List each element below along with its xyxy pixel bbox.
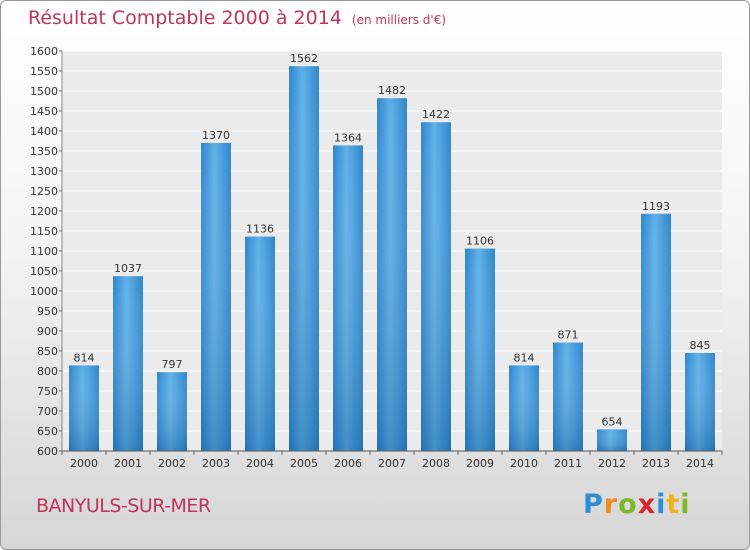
y-tick-label: 600 <box>37 445 58 458</box>
bar-value-label: 1370 <box>202 129 230 142</box>
bar-shade <box>641 213 671 451</box>
x-tick-label: 2005 <box>290 457 318 470</box>
proxiti-logo[interactable]: Proxiti <box>583 489 691 520</box>
bar-value-label: 1422 <box>422 108 450 121</box>
bars: 814 1037 797 1370 1136 1562 1364 1482 1422 1106 81… <box>69 52 715 451</box>
bar-value-label: 1193 <box>642 200 670 213</box>
bar-group: 1106 <box>465 235 495 451</box>
y-tick-label: 1600 <box>30 45 58 58</box>
y-tick-label: 950 <box>37 305 58 318</box>
bar-group: 1136 <box>245 223 275 451</box>
y-tick-label: 1250 <box>30 185 58 198</box>
x-tick-label: 2001 <box>114 457 142 470</box>
x-tick-label: 2000 <box>70 457 98 470</box>
logo-letter: x <box>637 489 657 520</box>
bar-shade <box>597 429 627 451</box>
y-tick-label: 650 <box>37 425 58 438</box>
y-tick-label: 1100 <box>30 245 58 258</box>
y-tick-label: 1150 <box>30 225 58 238</box>
x-tick-label: 2003 <box>202 457 230 470</box>
chart-title: Résultat Comptable 2000 à 2014 (en millie… <box>28 7 446 29</box>
x-tick-label: 2006 <box>334 457 362 470</box>
y-tick-label: 1200 <box>30 205 58 218</box>
y-tick-label: 1350 <box>30 145 58 158</box>
x-tick-label: 2008 <box>422 457 450 470</box>
y-tick-label: 1450 <box>30 105 58 118</box>
bar-group: 1482 <box>377 84 407 451</box>
x-tick-label: 2013 <box>642 457 670 470</box>
logo-letter: r <box>603 489 619 520</box>
y-tick-label: 1000 <box>30 285 58 298</box>
bar-shade <box>113 276 143 451</box>
bar-shade <box>685 353 715 451</box>
y-tick-label: 850 <box>37 345 58 358</box>
y-tick-label: 1050 <box>30 265 58 278</box>
x-tick-label: 2007 <box>378 457 406 470</box>
x-tick-label: 2011 <box>554 457 582 470</box>
bar-value-label: 1562 <box>290 52 318 65</box>
bar-value-label: 1106 <box>466 235 494 248</box>
bar-shade <box>421 122 451 451</box>
y-tick-label: 1550 <box>30 65 58 78</box>
bar-group: 814 <box>509 351 539 451</box>
y-tick-label: 750 <box>37 385 58 398</box>
logo-letter: P <box>583 489 604 520</box>
y-tick-label: 700 <box>37 405 58 418</box>
x-tick-label: 2014 <box>686 457 714 470</box>
bar-group: 1193 <box>641 200 671 451</box>
bar-shade <box>509 365 539 451</box>
x-tick-label: 2004 <box>246 457 274 470</box>
y-tick-label: 900 <box>37 325 58 338</box>
chart-subtitle: (en milliers d'€) <box>351 13 447 27</box>
bar-value-label: 1364 <box>334 131 362 144</box>
y-tick-label: 1400 <box>30 125 58 138</box>
bar-shade <box>157 372 187 451</box>
y-tick-label: 1300 <box>30 165 58 178</box>
bar-group: 1562 <box>289 52 319 451</box>
bar-shade <box>289 66 319 451</box>
logo-letter: o <box>618 489 638 520</box>
bar-group: 1037 <box>113 262 143 451</box>
x-tick-label: 2012 <box>598 457 626 470</box>
bar-value-label: 845 <box>690 339 711 352</box>
bar-group: 1370 <box>201 129 231 451</box>
bar-shade <box>333 145 363 451</box>
bar-value-label: 797 <box>162 358 183 371</box>
bar-value-label: 1482 <box>378 84 406 97</box>
x-axis: 2000 2001 2002 2003 2004 2005 2006 2007 2008 2009… <box>61 51 723 470</box>
bar-value-label: 654 <box>602 415 623 428</box>
x-tick-label: 2009 <box>466 457 494 470</box>
y-axis-labels: 600 650 700 750 800 850 900 950 1000 1050 1100 1150… <box>30 45 62 458</box>
bar-group: 814 <box>69 351 99 451</box>
city-name: BANYULS-SUR-MER <box>36 495 211 517</box>
bar-shade <box>553 342 583 451</box>
y-tick-label: 800 <box>37 365 58 378</box>
bar-shade <box>465 248 495 451</box>
bar-shade <box>245 236 275 451</box>
bar-value-label: 1136 <box>246 223 274 236</box>
bar-shade <box>69 365 99 451</box>
bar-value-label: 814 <box>74 351 95 364</box>
bar-group: 1364 <box>333 131 363 451</box>
x-tick-label: 2002 <box>158 457 186 470</box>
logo-letter: i <box>680 489 691 520</box>
logo-letter: i <box>656 489 667 520</box>
bar-group: 871 <box>553 329 583 451</box>
bar-shade <box>377 98 407 451</box>
bar-group: 845 <box>685 339 715 451</box>
bar-group: 1422 <box>421 108 451 451</box>
bar-group: 654 <box>597 415 627 451</box>
bar-value-label: 1037 <box>114 262 142 275</box>
bar-value-label: 871 <box>558 329 579 342</box>
y-tick-label: 1500 <box>30 85 58 98</box>
bar-value-label: 814 <box>514 351 535 364</box>
bar-group: 797 <box>157 358 187 451</box>
x-tick-label: 2010 <box>510 457 538 470</box>
chart-title-text: Résultat Comptable 2000 à 2014 <box>28 7 342 29</box>
logo-letter: t <box>666 489 681 520</box>
bar-shade <box>201 143 231 451</box>
